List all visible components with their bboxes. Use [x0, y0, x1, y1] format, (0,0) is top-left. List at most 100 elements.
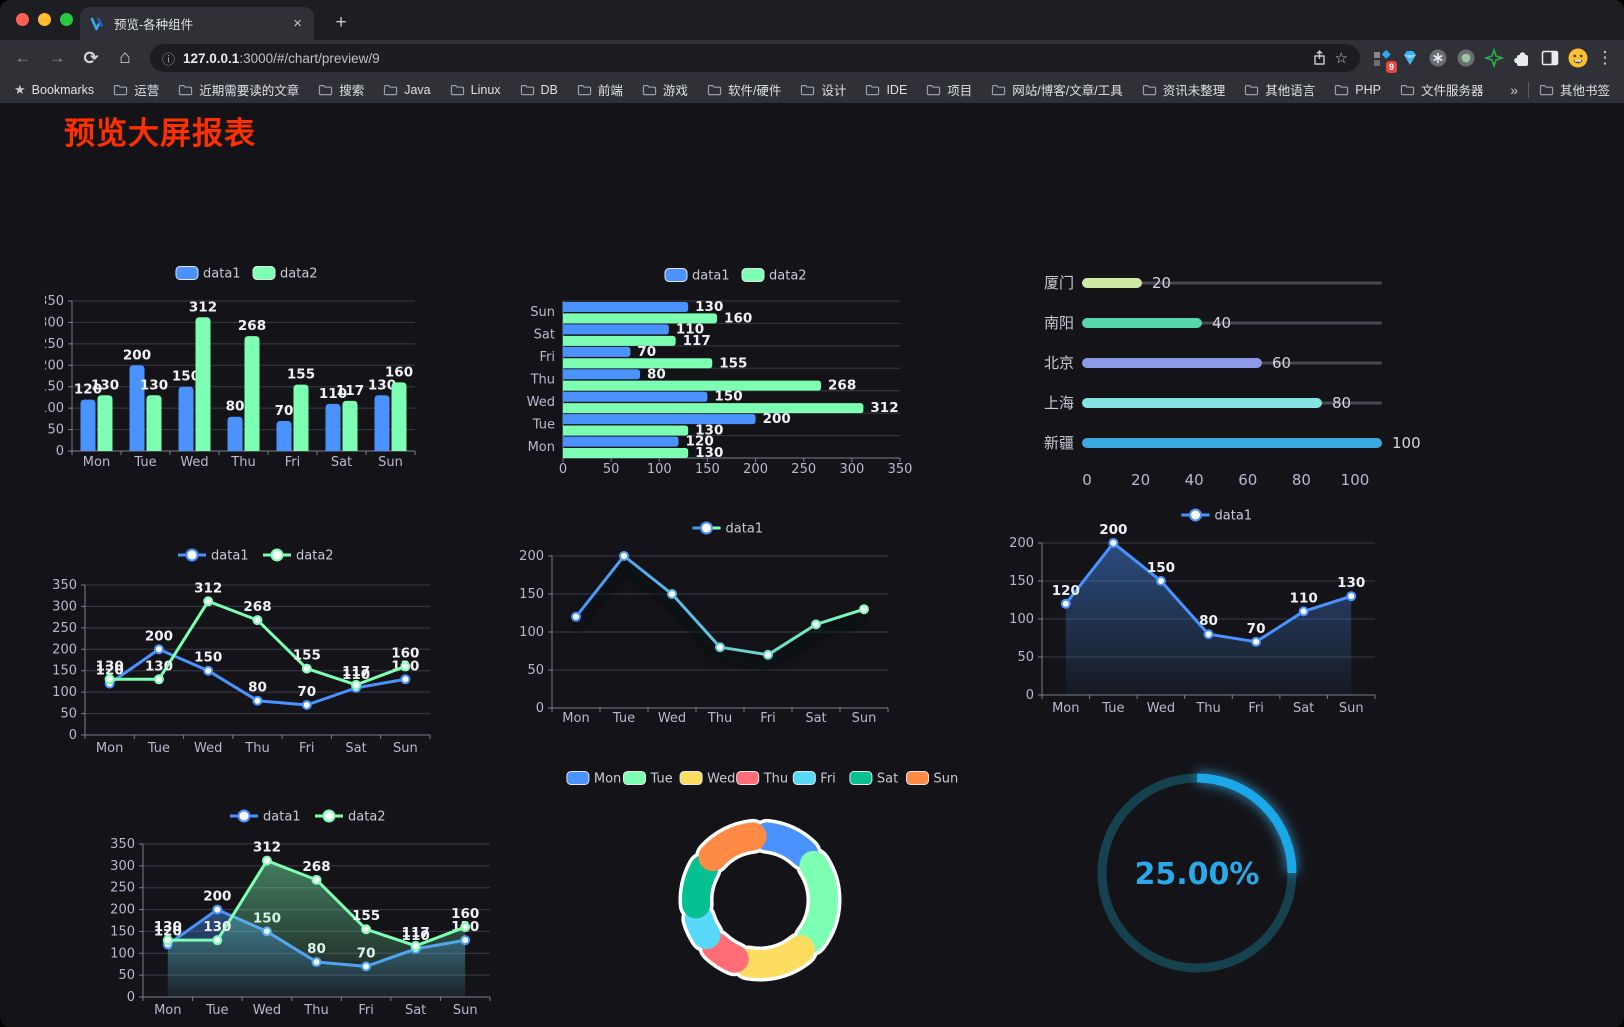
svg-text:150: 150 — [45, 380, 64, 395]
legend-item[interactable]: data2 — [741, 268, 807, 284]
page-title: 预览大屏报表 — [64, 116, 256, 151]
gradient-line-chart[interactable]: data1 0 50 100 150 200 Mon Tue Wed Thu Fri Sat Sun — [505, 503, 905, 738]
bookmark-folder[interactable]: 运营 — [113, 80, 159, 99]
svg-text:50: 50 — [47, 423, 64, 438]
progress-bar-chart[interactable]: 厦门 20 南阳 40 北京 60 上海 80 新疆 100 0 20 40 60 80 100 — [985, 248, 1435, 493]
legend-item[interactable]: data1 — [664, 268, 730, 284]
svg-text:Sun: Sun — [393, 741, 418, 756]
window-controls — [16, 13, 73, 26]
svg-text:data1: data1 — [1215, 509, 1253, 524]
svg-text:Sat: Sat — [877, 772, 898, 787]
bookmark-folder[interactable]: 设计 — [800, 80, 846, 99]
bookmark-folder[interactable]: 近期需要读的文章 — [178, 80, 299, 99]
bookmark-folder[interactable]: Linux — [450, 83, 501, 97]
bookmark-folder[interactable]: 游戏 — [642, 80, 688, 99]
grouped-bar-chart[interactable]: data1 data2 0 50 100 150 200 250 300 350 Mon Tue Wed… — [39, 248, 445, 483]
svg-text:150: 150 — [1147, 560, 1175, 576]
bookmark-folder[interactable]: 资讯未整理 — [1142, 80, 1225, 99]
bookmark-folder[interactable]: 前端 — [577, 80, 623, 99]
extension-asterisk-icon[interactable] — [1426, 46, 1450, 70]
legend-item[interactable]: data1 — [175, 266, 241, 282]
bookmark-label: 其他书签 — [1559, 84, 1610, 98]
close-window-button[interactable] — [16, 13, 29, 26]
reload-button[interactable]: ⟳ — [83, 47, 99, 68]
legend-item[interactable]: data2 — [252, 266, 318, 282]
area-line-chart[interactable]: data1 0 50 100 150 200 Mon Tue Wed Thu Fri Sat Sun 12… — [985, 488, 1425, 723]
bookmark-star-icon[interactable]: ☆ — [1334, 50, 1348, 67]
extension-record-icon[interactable] — [1454, 46, 1478, 70]
bookmark-folder[interactable]: 其他语言 — [1244, 80, 1315, 99]
extension-gem-icon[interactable] — [1398, 46, 1422, 70]
svg-text:Tue: Tue — [532, 417, 555, 432]
svg-text:130: 130 — [154, 919, 182, 935]
extensions-puzzle-button[interactable] — [1510, 46, 1534, 70]
legend-item[interactable]: data1 — [178, 548, 249, 564]
svg-text:200: 200 — [1099, 522, 1127, 538]
svg-text:20: 20 — [1152, 274, 1171, 292]
home-button[interactable]: ⌂ — [119, 47, 131, 68]
bookmark-label: PHP — [1355, 82, 1381, 97]
bookmark-folder[interactable]: 文件服务器 — [1400, 80, 1483, 99]
side-panel-button[interactable] — [1538, 46, 1562, 70]
back-button[interactable]: ← — [14, 48, 32, 67]
forward-button[interactable]: → — [48, 48, 66, 67]
folder-icon — [520, 84, 534, 96]
new-tab-button[interactable]: + — [335, 12, 347, 33]
horizontal-bar-chart[interactable]: data1 data2 0 50 100 150 200 250 300 350 Mon 120 130… — [500, 248, 920, 483]
extension-grid-icon[interactable]: 9 — [1370, 46, 1397, 73]
bookmarks-manager[interactable]: ★ Bookmarks — [14, 82, 94, 98]
bookmarks-overflow-chevron[interactable]: » — [1510, 81, 1518, 98]
legend-item[interactable]: Fri — [792, 771, 836, 787]
bookmark-folder[interactable]: PHP — [1334, 83, 1381, 97]
bookmark-folder[interactable]: IDE — [865, 83, 907, 97]
bookmark-label: 项目 — [947, 84, 973, 98]
gauge-chart[interactable]: 25.00% — [1040, 743, 1370, 993]
svg-text:150: 150 — [519, 587, 544, 602]
legend-item[interactable]: Sun — [906, 771, 959, 787]
bookmark-folder[interactable]: Java — [383, 83, 431, 97]
legend-item[interactable]: Tue — [623, 771, 673, 787]
legend-item[interactable]: Mon — [566, 771, 621, 787]
svg-text:312: 312 — [870, 400, 898, 416]
legend-item[interactable]: Wed — [679, 771, 735, 787]
svg-text:厦门: 厦门 — [1044, 274, 1074, 292]
bookmark-folder[interactable]: 网站/博客/文章/工具 — [991, 80, 1123, 99]
legend-item[interactable]: Thu — [736, 771, 788, 787]
svg-text:70: 70 — [297, 684, 316, 700]
maximize-window-button[interactable] — [60, 13, 73, 26]
tab-close-icon[interactable]: × — [293, 15, 302, 32]
legend-item[interactable]: Sat — [849, 771, 898, 787]
legend-item[interactable]: data1 — [1181, 508, 1253, 524]
bookmark-folder[interactable]: 软件/硬件 — [707, 80, 781, 99]
svg-text:北京: 北京 — [1044, 354, 1074, 372]
address-bar[interactable]: ⓘ 127.0.0.1:3000/#/chart/preview/9 ☆ — [150, 44, 1360, 72]
browser-tab[interactable]: 预览-各种组件 × — [80, 7, 314, 40]
browser-menu-button[interactable]: ⋮ — [1596, 48, 1614, 67]
site-info-icon[interactable]: ⓘ — [162, 51, 176, 67]
legend-item[interactable]: data1 — [230, 809, 301, 825]
tab-title: 预览-各种组件 — [114, 18, 194, 32]
svg-text:50: 50 — [60, 707, 77, 722]
other-bookmarks[interactable]: 其他书签 — [1539, 80, 1610, 99]
svg-text:25.00%: 25.00% — [1135, 857, 1260, 892]
svg-text:Fri: Fri — [285, 455, 301, 470]
legend-item[interactable]: data1 — [692, 521, 764, 537]
bookmark-folder[interactable]: DB — [520, 83, 558, 97]
legend-item[interactable]: data2 — [315, 809, 386, 825]
profile-avatar[interactable] — [1566, 46, 1590, 70]
share-icon[interactable] — [1312, 50, 1327, 66]
two-series-line-chart[interactable]: data1 data2 0 50 100 150 200 250 300 350 Mon Tue Wed… — [45, 528, 445, 768]
folder-icon — [114, 84, 128, 96]
legend-item[interactable]: data2 — [263, 548, 334, 564]
url-text: 127.0.0.1:3000/#/chart/preview/9 — [183, 51, 380, 66]
donut-chart[interactable]: Mon Tue Wed Thu Fri Sat Sun — [560, 748, 960, 998]
extension-star-icon[interactable] — [1482, 46, 1506, 70]
emoji-face-icon — [1568, 48, 1588, 68]
minimize-window-button[interactable] — [38, 13, 51, 26]
svg-text:Mon: Mon — [154, 1003, 181, 1018]
bookmark-folder[interactable]: 搜索 — [318, 80, 364, 99]
svg-text:Thu: Thu — [230, 455, 255, 470]
two-series-area-chart[interactable]: data1 data2 0 50 100 150 200 250 300 350 Mon Tue Wed… — [100, 798, 500, 1027]
bookmark-folder[interactable]: 项目 — [926, 80, 972, 99]
svg-text:Thu: Thu — [244, 741, 269, 756]
